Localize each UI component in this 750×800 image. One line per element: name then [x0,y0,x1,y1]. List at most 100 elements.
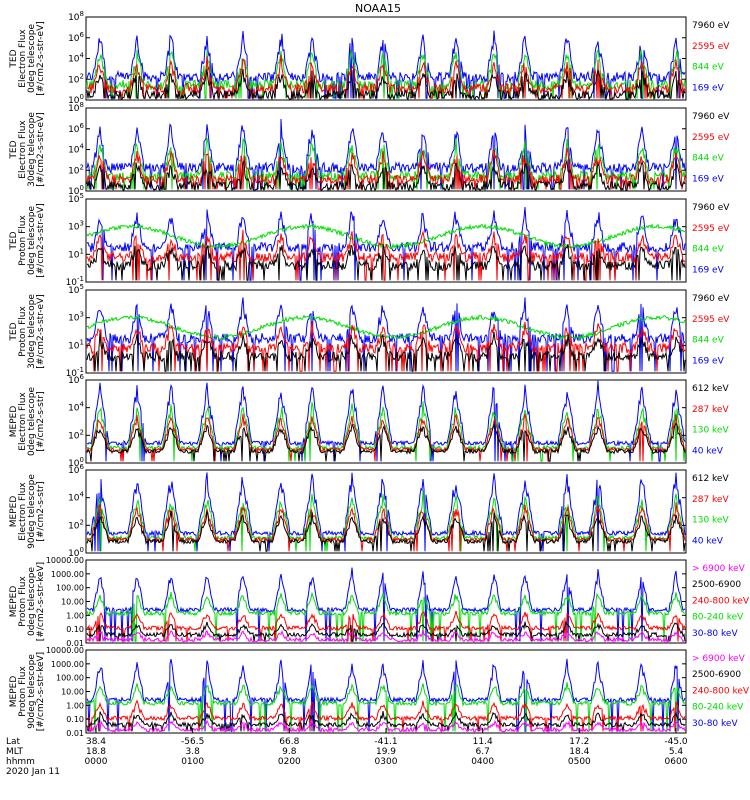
y-tick-label: 10-1 [66,275,84,288]
legend-entry: 287 keV [692,405,729,415]
panel-ylabel: TEDProton Flux0deg telescope[#/cm2-s-str… [9,203,46,278]
series-trace [86,159,686,191]
series-trace [86,422,686,462]
series-trace [86,332,686,372]
legend-entry: 169 eV [692,266,725,276]
panel-2-traces [86,118,686,191]
y-tick-label: 101 [68,338,84,351]
panel-5-traces [86,380,686,462]
panel-frame [85,469,687,554]
legend-entry: 844 eV [692,245,725,255]
y-tick-label: 105 [68,192,84,205]
legend-entry: 844 eV [692,154,725,164]
x-row-label: Lat [6,737,21,747]
panel-3: 10-1 101 103 105 TEDProton Flux0deg telescop… [9,192,730,288]
panel-ylabel: TEDElectron Flux30deg telescope[#/cm2-s-… [9,112,46,187]
panel-4: 10-1 101 103 105 TEDProton Flux30deg telesco… [9,283,730,379]
y-tick-label: 100 [68,93,84,106]
y-tick-label: 103 [68,220,84,233]
x-tick-lat: 11.4 [473,737,493,747]
legend-entry: 40 keV [692,537,724,547]
series-trace [86,30,686,99]
legend-entry: 130 keV [692,426,729,436]
series-trace [86,229,686,281]
series-trace [86,69,686,100]
x-tick-mlt: 19.9 [376,747,396,757]
y-tick-label: 0.10 [66,715,84,724]
series-trace [86,48,686,99]
legend-entry: 7960 eV [692,112,730,122]
y-tick-label: 100.00 [56,674,84,683]
y-tick-label: 1.00 [66,701,84,710]
x-tick-hhmm: 0000 [85,757,108,767]
x-tick-mlt: 3.8 [186,747,201,757]
legend-entry: 169 eV [692,175,725,185]
y-tick-label: 106 [68,31,84,44]
panel-frame [85,16,687,101]
panel-3-traces [86,206,686,281]
y-tick-label: 0.01 [66,639,84,648]
x-tick-hhmm: 0400 [471,757,494,767]
y-tick-label: 106 [68,463,84,476]
panel-4-traces [86,297,686,372]
y-tick-label: 105 [68,283,84,296]
panel-frame [85,379,687,464]
legend-entry: 40 keV [692,447,724,457]
panel-2: 100 102 104 106 108 TEDElectron Flux30deg tel… [9,101,730,197]
y-tick-label: 0.01 [66,729,84,738]
y-tick-label: 1.00 [66,611,84,620]
panel-7-traces [86,567,686,643]
chart-title: NOAA15 [355,2,401,15]
x-tick-lat: -45.0 [664,737,688,747]
series-trace [86,591,686,642]
series-trace [86,610,686,642]
series-trace [86,54,686,99]
x-tick-lat: -41.1 [374,737,397,747]
legend-entry: 2500-6900 [692,670,741,680]
legend-entry: 130 keV [692,516,729,526]
series-trace [86,472,686,552]
legend-entry: 2595 eV [692,224,730,234]
x-row-label: MLT [6,747,24,757]
panel-frame [85,289,687,374]
legend-entry: 240-800 keV [692,686,750,696]
series-trace [86,321,686,372]
legend-entry: 30-80 keV [692,629,738,639]
y-tick-label: 104 [68,401,84,414]
legend-entry: 169 eV [692,84,725,94]
panel-ylabel: MEPEDProton Flux90deg telescope[#/cm2-s-… [9,652,46,731]
panel-8: 0.01 0.10 1.00 10.00 100.00 1000.00 10000.00ME… [9,646,750,738]
legend-entry: 240-800 keV [692,596,750,606]
x-tick-mlt: 5.4 [669,747,684,757]
series-trace [86,206,686,281]
x-date: 2020 Jan 11 [6,767,60,777]
y-tick-label: 100 [68,184,84,197]
x-tick-lat: 66.8 [279,737,299,747]
y-tick-label: 100 [68,456,84,469]
panel-6: 100 102 104 106 MEPEDElectron Flux90deg tele… [9,463,729,559]
x-row-label: hhmm [6,757,35,767]
legend-entry: 612 keV [692,384,729,394]
panel-ylabel: TEDProton Flux30deg telescope[#/cm2-s-st… [9,294,46,369]
y-tick-label: 104 [68,52,84,65]
legend-entry: 80-240 keV [692,703,744,713]
legend-entry: 844 eV [692,63,725,73]
x-tick-hhmm: 0600 [665,757,688,767]
legend-entry: 7960 eV [692,21,730,31]
y-tick-label: 106 [68,373,84,386]
y-tick-label: 106 [68,122,84,135]
y-tick-label: 108 [68,10,84,23]
panel-ylabel: MEPEDElectron Flux0deg telescope[#/cm2-s… [9,387,46,457]
y-tick-label: 101 [68,247,84,260]
legend-entry: 2500-6900 [692,580,741,590]
x-tick-mlt: 18.4 [569,747,589,757]
y-tick-label: 10.00 [61,598,84,607]
y-tick-label: 102 [68,428,84,441]
series-trace [86,719,686,733]
legend-entry: > 6900 keV [692,654,746,664]
series-trace [86,682,686,732]
panel-frame [85,559,687,644]
x-tick-mlt: 6.7 [476,747,490,757]
y-tick-label: 103 [68,311,84,324]
